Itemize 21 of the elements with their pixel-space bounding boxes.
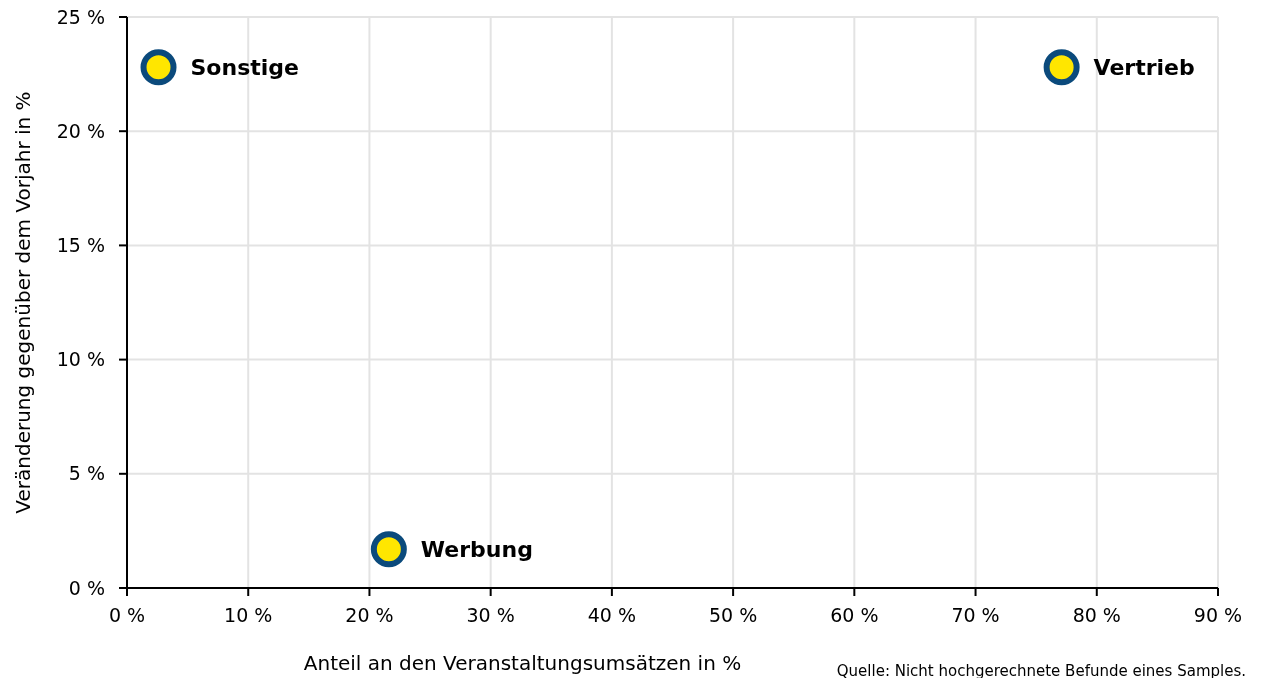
series-label: Werbung <box>420 536 533 562</box>
x-tick-label: 70 % <box>951 604 1000 626</box>
x-tick-label: 0 % <box>108 604 146 626</box>
y-tick-label: 10 % <box>56 348 105 371</box>
y-tick-label: 25 % <box>56 5 105 28</box>
series-label: Vertrieb <box>1093 54 1195 80</box>
series-label: Sonstige <box>190 54 299 80</box>
y-tick-label: 20 % <box>56 119 105 142</box>
y-tick-label: 0 % <box>68 576 105 599</box>
y-axis-title: Veränderung gegenüber dem Vorjahr in % <box>11 91 35 514</box>
y-tick-label: 15 % <box>56 234 105 257</box>
x-tick-label: 60 % <box>830 604 879 626</box>
x-axis-title: Anteil an den Veranstaltungsumsätzen in % <box>303 651 742 675</box>
x-tick-label: 40 % <box>587 604 637 626</box>
x-tick-label: 20 % <box>345 604 394 626</box>
y-tick-label: 5 % <box>68 462 105 485</box>
x-tick-label: 80 % <box>1072 604 1121 626</box>
x-tick-label: 50 % <box>708 604 758 626</box>
x-tick-label: 90 % <box>1193 604 1243 626</box>
x-tick-label: 10 % <box>224 604 273 626</box>
x-tick-label: 30 % <box>466 604 515 626</box>
